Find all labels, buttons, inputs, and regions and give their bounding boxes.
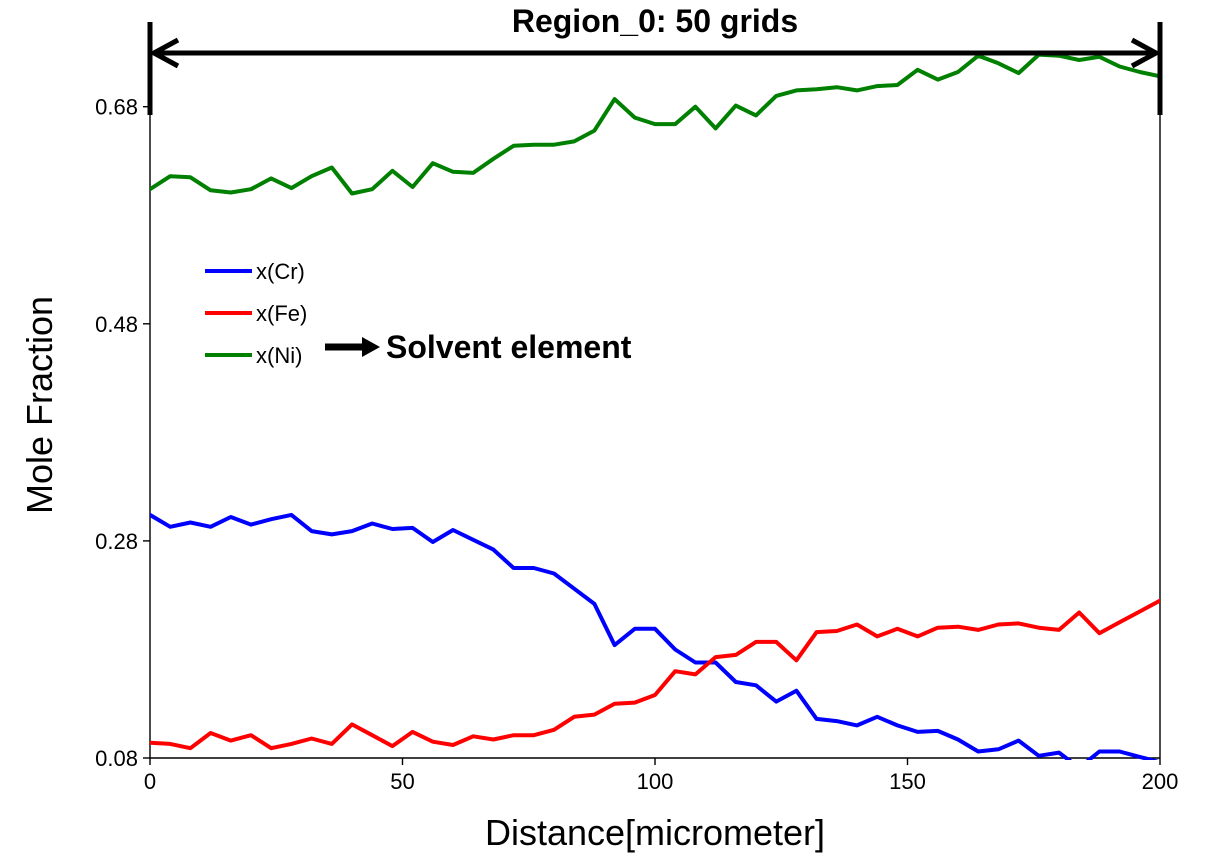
x-tick-label: 100 xyxy=(637,769,674,794)
x-tick-label: 150 xyxy=(889,769,926,794)
legend-label-xni: x(Ni) xyxy=(256,343,302,368)
y-tick-label: 0.48 xyxy=(95,312,138,337)
series-line-xfe xyxy=(150,598,1160,751)
solvent-annotation: Solvent element xyxy=(325,329,632,365)
region-arrowhead-right xyxy=(1130,37,1162,69)
x-tick-label: 0 xyxy=(144,769,156,794)
x-axis-title: Distance[micrometer] xyxy=(485,812,825,853)
legend-label-xfe: x(Fe) xyxy=(256,301,307,326)
solvent-label: Solvent element xyxy=(386,329,632,365)
x-tick-label: 50 xyxy=(390,769,414,794)
y-axis-title: Mole Fraction xyxy=(19,296,60,514)
region-annotation: Region_0: 50 grids xyxy=(147,3,1163,115)
legend-label-xcr: x(Cr) xyxy=(256,259,305,284)
legend: x(Cr) x(Fe) x(Ni) xyxy=(205,259,307,368)
series-line-xcr xyxy=(150,512,1160,760)
series-line-xni xyxy=(150,55,1160,196)
region-arrowhead-left xyxy=(148,37,180,69)
region-label: Region_0: 50 grids xyxy=(512,3,798,39)
x-tick-label: 200 xyxy=(1142,769,1179,794)
y-tick-label: 0.08 xyxy=(95,746,138,771)
y-tick-label: 0.68 xyxy=(95,95,138,120)
y-tick-label: 0.28 xyxy=(95,529,138,554)
solvent-arrowhead xyxy=(362,337,380,357)
